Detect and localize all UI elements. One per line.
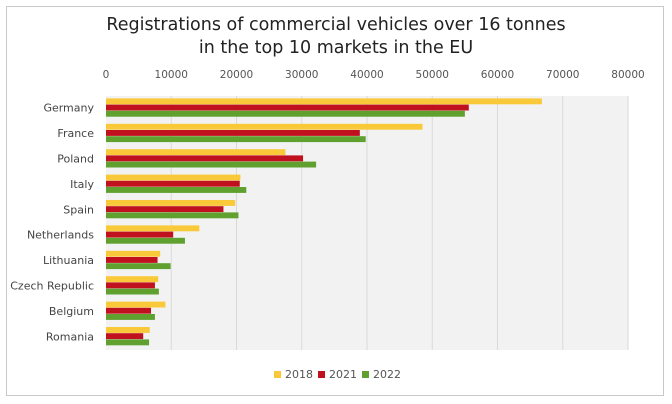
x-tick-label: 10000 bbox=[155, 69, 188, 81]
bar-2021 bbox=[106, 307, 152, 314]
bar-2018 bbox=[106, 276, 159, 283]
category-label: Czech Republic bbox=[10, 280, 94, 293]
chart-title-line-2: in the top 10 markets in the EU bbox=[198, 38, 474, 58]
bar-2022 bbox=[106, 237, 185, 244]
legend-swatch-2022 bbox=[362, 371, 369, 378]
x-tick-label: 40000 bbox=[350, 69, 383, 81]
bar-2018 bbox=[106, 174, 241, 181]
bar-2021 bbox=[106, 130, 360, 136]
bar-2022 bbox=[106, 161, 317, 168]
category-label: France bbox=[57, 127, 94, 140]
category-label: Spain bbox=[63, 203, 94, 216]
legend-label-2021: 2021 bbox=[329, 368, 357, 381]
bar-2018 bbox=[106, 250, 161, 257]
bar-2021 bbox=[106, 257, 158, 263]
category-label: Netherlands bbox=[27, 229, 94, 242]
bar-2018 bbox=[106, 225, 200, 232]
bar-2021 bbox=[106, 206, 224, 213]
bar-2021 bbox=[106, 180, 240, 187]
bar-2018 bbox=[106, 123, 423, 130]
x-tick-label: 60000 bbox=[481, 69, 514, 81]
bar-2021 bbox=[106, 231, 174, 238]
bar-2021 bbox=[106, 104, 469, 111]
category-label: Germany bbox=[43, 102, 94, 115]
bar-2022 bbox=[106, 212, 239, 219]
category-label: Italy bbox=[70, 178, 94, 191]
legend-swatch-2021 bbox=[318, 371, 325, 378]
bar-2022 bbox=[106, 339, 150, 346]
legend-label-2022: 2022 bbox=[373, 368, 401, 381]
x-tick-label: 20000 bbox=[220, 69, 253, 81]
category-label: Poland bbox=[57, 153, 94, 166]
bar-2022 bbox=[106, 288, 159, 295]
x-tick-label: 70000 bbox=[546, 69, 579, 81]
category-label: Belgium bbox=[49, 305, 94, 318]
bar-2021 bbox=[106, 282, 155, 289]
category-label: Lithuania bbox=[43, 254, 94, 267]
bar-2022 bbox=[106, 263, 171, 270]
bar-2022 bbox=[106, 110, 465, 117]
bar-2018 bbox=[106, 327, 150, 333]
category-label: Romania bbox=[46, 330, 94, 343]
bar-2022 bbox=[106, 136, 366, 143]
bar-2018 bbox=[106, 301, 166, 308]
x-tick-label: 80000 bbox=[611, 69, 644, 81]
legend-swatch-2018 bbox=[274, 371, 281, 378]
bar-2021 bbox=[106, 155, 304, 162]
chart-title-line-1: Registrations of commercial vehicles ove… bbox=[106, 15, 566, 35]
bar-2018 bbox=[106, 200, 236, 206]
bar-2022 bbox=[106, 187, 247, 193]
x-tick-label: 30000 bbox=[285, 69, 318, 81]
legend-label-2018: 2018 bbox=[285, 368, 313, 381]
bar-2018 bbox=[106, 98, 542, 105]
bar-2018 bbox=[106, 149, 286, 156]
bar-2022 bbox=[106, 314, 155, 320]
bar-2021 bbox=[106, 333, 144, 340]
x-tick-label: 0 bbox=[103, 69, 110, 81]
chart-title: Registrations of commercial vehicles ove… bbox=[0, 14, 672, 60]
x-tick-label: 50000 bbox=[416, 69, 449, 81]
